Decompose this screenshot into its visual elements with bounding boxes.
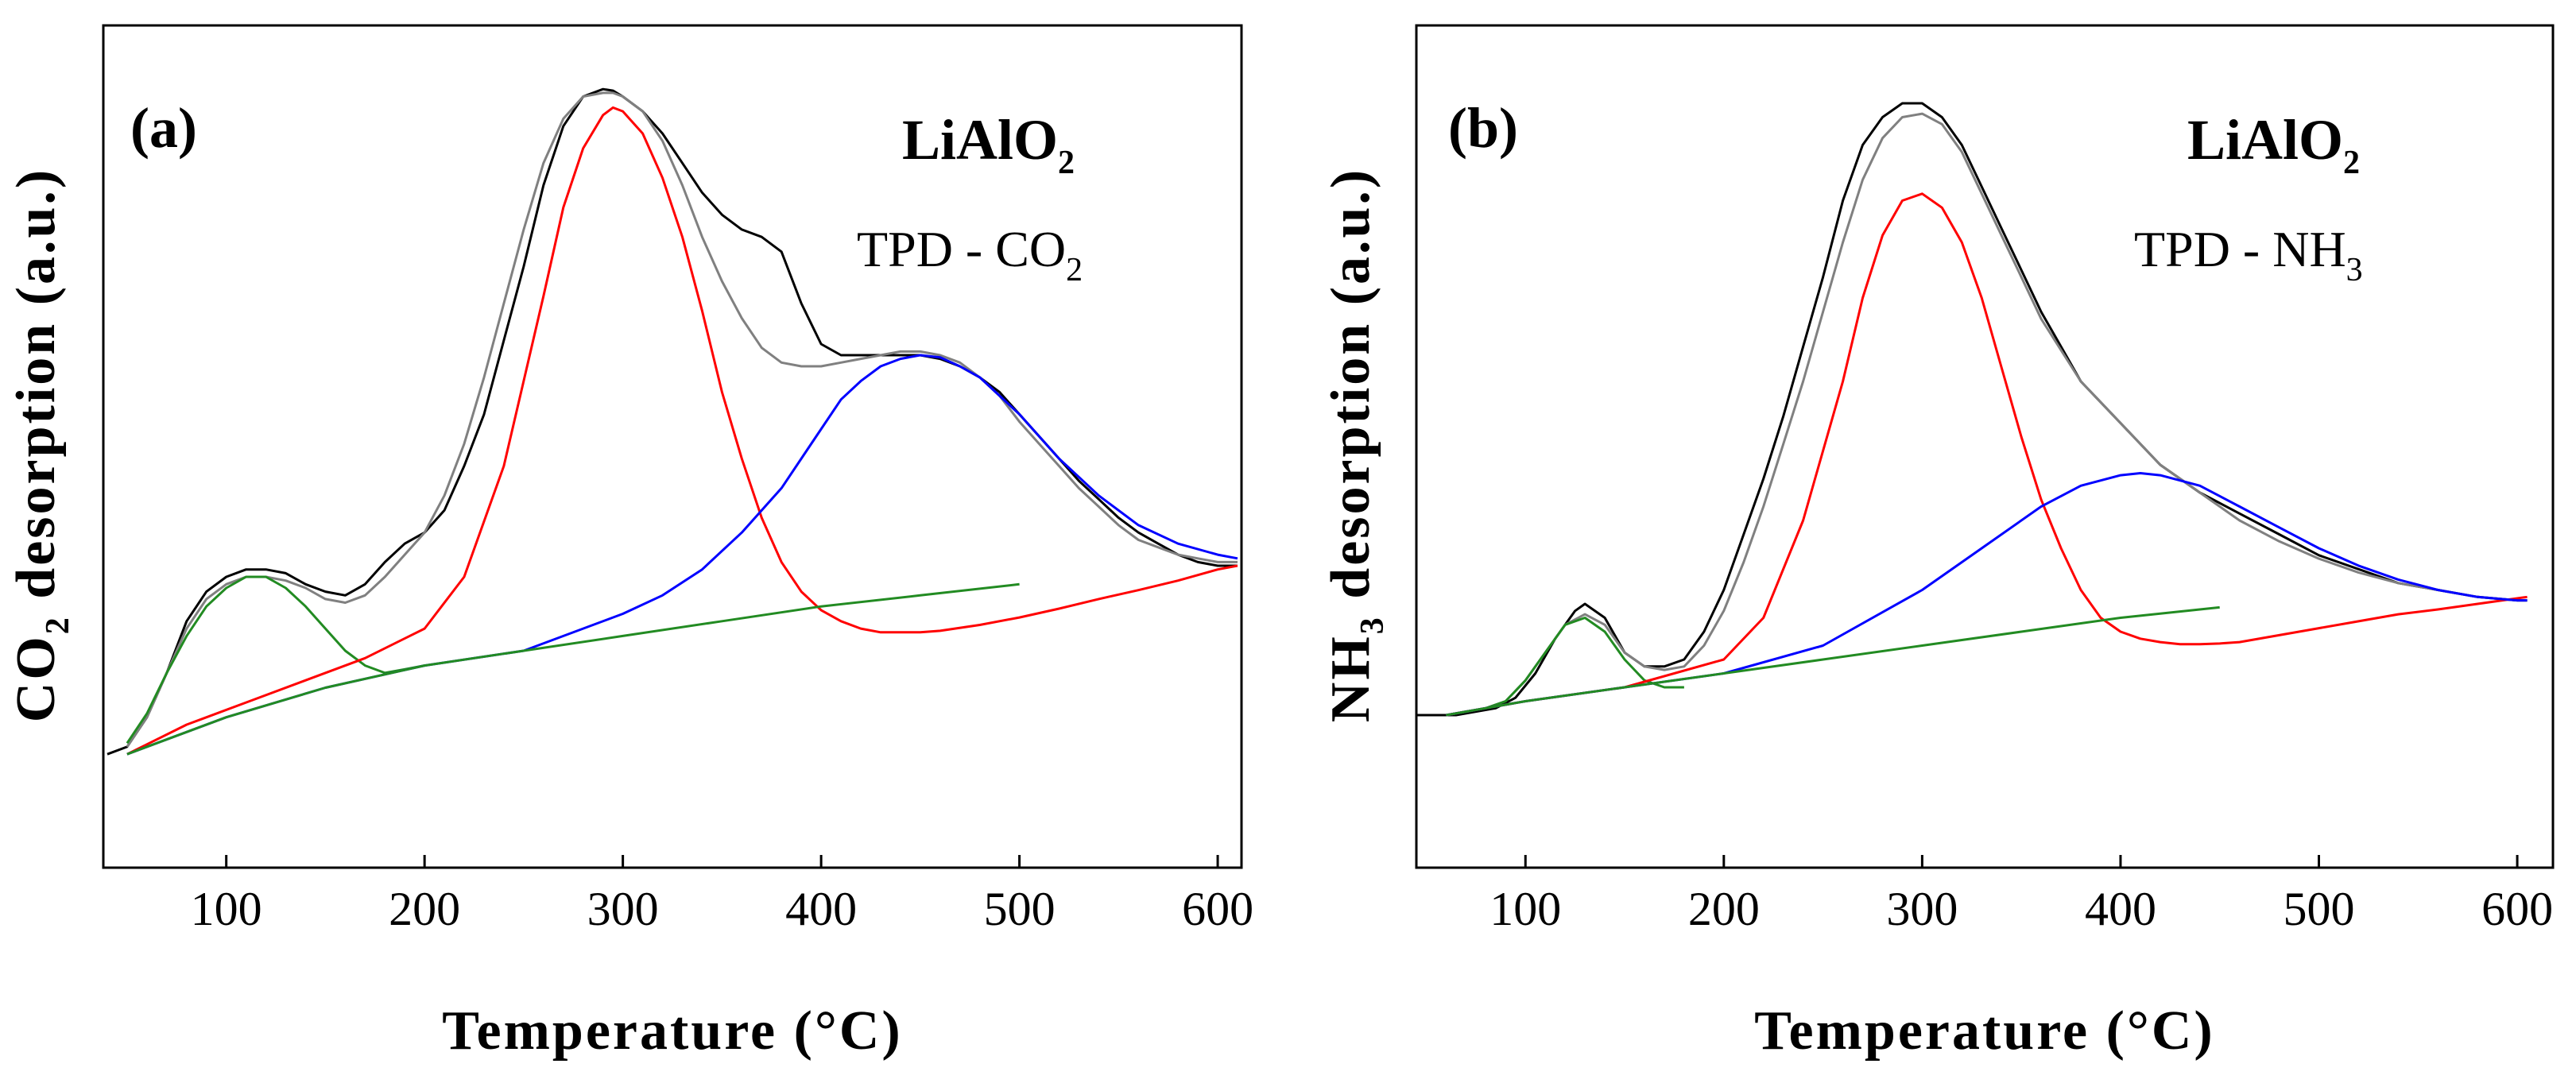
panel-a-x-tick-label: 400	[785, 883, 857, 935]
panel-a-label: (a)	[130, 96, 197, 160]
panel-a-series-baseline	[126, 582, 1020, 756]
panel-a-series-peak-high-temp	[126, 354, 1238, 756]
panel-a-technique: TPD - CO2	[857, 221, 1083, 288]
panel-b-y-label-rest: desorption (a.u.)	[1320, 168, 1381, 615]
panel-b-x-tick-label: 200	[1688, 883, 1760, 935]
panel-a-series-peak-low-temp	[126, 575, 425, 745]
panel-a-compound-subscript: 2	[1058, 145, 1075, 181]
panel-b-compound: LiAlO2	[2187, 108, 2360, 181]
panel-b-curves	[1416, 102, 2528, 717]
panel-b-series-peak-medium	[1446, 192, 2528, 717]
panel-a-chart: 100 200 300 400 500 600 (a) LiAlO2 TPD - CO2 …	[6, 24, 1253, 1062]
panel-a-plot-frame	[102, 24, 1243, 869]
panel-b-x-axis-label: Temperature (°C)	[1754, 1000, 2215, 1062]
panel-a-series-experimental	[107, 87, 1238, 756]
panel-b-chart: 100 200 300 400 500 600 (b) LiAlO2 TPD - NH3 …	[1320, 24, 2555, 1062]
panel-b-series-experimental	[1416, 102, 2528, 717]
panel-b-technique-subscript: 3	[2346, 252, 2363, 288]
panel-a-compound-text: LiAlO	[902, 108, 1058, 172]
panel-b-y-label-subscript: 3	[1354, 615, 1391, 634]
panel-a-series-peak-medium	[126, 106, 1238, 756]
panel-b-series-peak-high-temp	[1446, 472, 2528, 717]
panel-b-series-cumulative-fit	[1446, 112, 2528, 717]
panel-a-technique-text: TPD - CO	[857, 221, 1066, 277]
panel-b-technique-text: TPD - NH	[2134, 221, 2346, 277]
panel-b-plot-frame	[1415, 24, 2555, 869]
panel-a-y-label-subscript: 2	[40, 615, 76, 634]
panel-a-x-tick-label: 500	[984, 883, 1056, 935]
panel-a-x-tick-label: 300	[587, 883, 659, 935]
panel-b-x-tick-label: 500	[2284, 883, 2355, 935]
panel-a-x-axis-label: Temperature (°C)	[442, 1000, 903, 1062]
panel-a-technique-subscript: 2	[1066, 252, 1083, 288]
panel-a-y-label-main: CO	[6, 634, 67, 722]
panel-b-series-baseline	[1446, 605, 2220, 717]
panel-b-compound-subscript: 2	[2343, 145, 2360, 181]
panel-b-x-tick-label: 600	[2481, 883, 2553, 935]
panel-b-x-tick-label: 400	[2085, 883, 2156, 935]
panel-b-y-axis-label: NH3 desorption (a.u.)	[1320, 168, 1391, 722]
panel-a-compound: LiAlO2	[902, 108, 1075, 181]
panel-b-y-label-main: NH	[1320, 634, 1381, 722]
panel-a-x-tick-label: 100	[191, 883, 262, 935]
panel-a-y-axis-label: CO2 desorption (a.u.)	[6, 168, 76, 722]
panel-b-technique: TPD - NH3	[2134, 221, 2363, 288]
panel-b-x-tick-label: 100	[1489, 883, 1561, 935]
panel-a-x-tick-label: 600	[1182, 883, 1253, 935]
panel-b-label: (b)	[1448, 96, 1518, 160]
panel-a-x-tick-label: 200	[389, 883, 460, 935]
panel-b-x-ticks: 100 200 300 400 500 600	[1489, 855, 2553, 935]
panel-a-curves	[107, 87, 1238, 756]
panel-b-compound-text: LiAlO	[2187, 108, 2343, 172]
panel-a-y-label-rest: desorption (a.u.)	[6, 168, 67, 615]
panel-a-x-ticks: 100 200 300 400 500 600	[191, 855, 1253, 935]
panel-a-series-cumulative-fit	[126, 91, 1238, 748]
panel-b-x-tick-label: 300	[1886, 883, 1958, 935]
